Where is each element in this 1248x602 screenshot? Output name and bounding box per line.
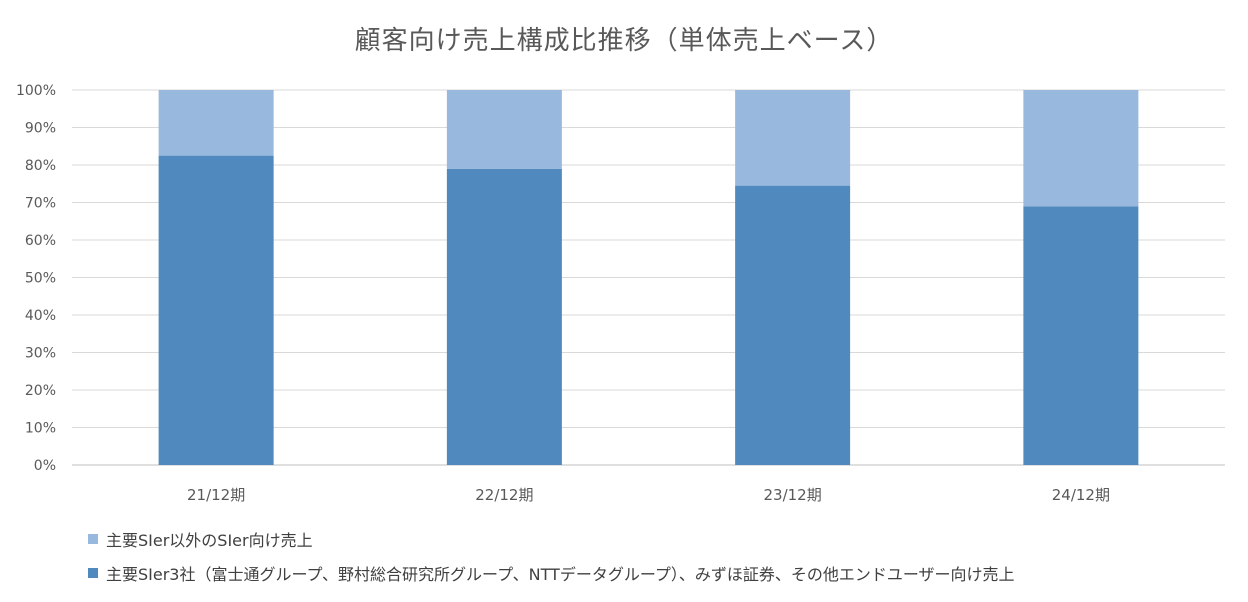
legend-item-main-sier: 主要SIer3社（富士通グループ、野村総合研究所グループ、NTTデータグループ）… xyxy=(88,562,1015,584)
bar-segment-main-sier xyxy=(1023,206,1139,465)
bar-segment-main-sier xyxy=(735,185,851,465)
bar-segment-other-sier xyxy=(158,90,274,156)
y-tick-label: 90% xyxy=(25,121,56,137)
y-tick-label: 80% xyxy=(25,158,56,174)
bar-segment-other-sier xyxy=(446,90,562,169)
y-tick-label: 70% xyxy=(25,196,56,212)
legend-swatch-other-sier xyxy=(88,534,98,544)
legend-item-other-sier: 主要SIer以外のSIer向け売上 xyxy=(88,528,1015,550)
x-tick-label: 21/12期 xyxy=(187,486,245,504)
bar-segment-other-sier xyxy=(1023,90,1139,207)
chart-title: 顧客向け売上構成比推移（単体売上ベース） xyxy=(354,26,894,56)
y-tick-label: 100% xyxy=(16,83,56,99)
legend-swatch-main-sier xyxy=(88,568,98,578)
x-tick-label: 23/12期 xyxy=(764,486,822,504)
y-tick-label: 60% xyxy=(25,233,56,249)
y-tick-label: 20% xyxy=(25,383,56,399)
legend-label-other-sier: 主要SIer以外のSIer向け売上 xyxy=(106,531,313,550)
legend-label-main-sier: 主要SIer3社（富士通グループ、野村総合研究所グループ、NTTデータグループ）… xyxy=(106,565,1015,584)
chart-legend: 主要SIer以外のSIer向け売上 主要SIer3社（富士通グループ、野村総合研… xyxy=(88,528,1015,596)
x-tick-label: 24/12期 xyxy=(1052,486,1110,504)
y-tick-label: 50% xyxy=(25,271,56,287)
x-tick-label: 22/12期 xyxy=(475,486,533,504)
chart-plot-area: 0% 10% 20% 30% 40% 50% 60% 70% 80% 90% 100% 21/12期 2… xyxy=(16,83,1225,504)
y-tick-label: 10% xyxy=(25,421,56,437)
bar-segment-main-sier xyxy=(446,168,562,465)
y-tick-label: 30% xyxy=(25,346,56,362)
y-tick-label: 0% xyxy=(34,458,56,474)
y-tick-label: 40% xyxy=(25,308,56,324)
bar-segment-main-sier xyxy=(158,155,274,465)
bar-segment-other-sier xyxy=(735,90,851,186)
